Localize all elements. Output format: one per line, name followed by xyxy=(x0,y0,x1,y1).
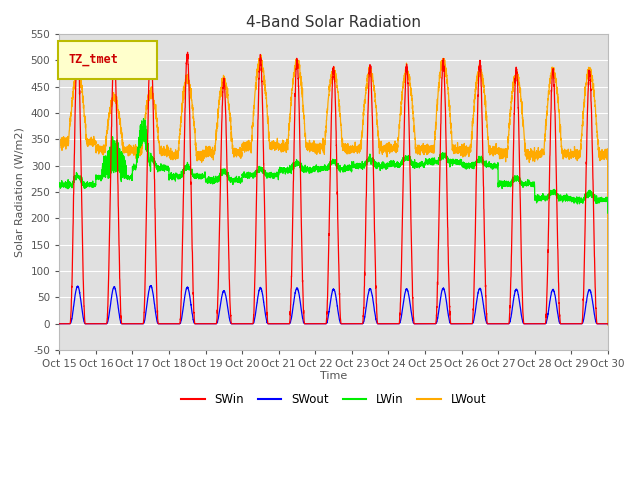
FancyBboxPatch shape xyxy=(58,41,157,79)
X-axis label: Time: Time xyxy=(320,371,347,381)
Legend: SWin, SWout, LWin, LWout: SWin, SWout, LWin, LWout xyxy=(176,388,491,410)
Title: 4-Band Solar Radiation: 4-Band Solar Radiation xyxy=(246,15,421,30)
Text: TZ_tmet: TZ_tmet xyxy=(68,53,118,66)
Y-axis label: Solar Radiation (W/m2): Solar Radiation (W/m2) xyxy=(15,127,25,257)
